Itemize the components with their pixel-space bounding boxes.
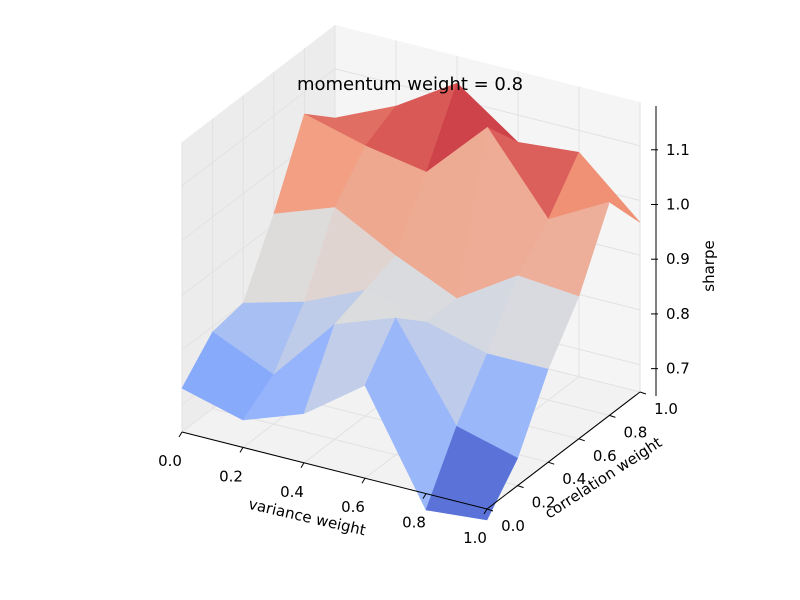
- x-tick-label: 0.2: [219, 467, 243, 485]
- y-tick-label: 0.8: [623, 423, 647, 441]
- y-tick: [609, 414, 616, 418]
- x-tick-label: 0.8: [402, 514, 426, 532]
- y-tick: [639, 391, 647, 395]
- surface-patch: [425, 426, 518, 521]
- y-axis-line: [486, 391, 641, 510]
- y-tick: [486, 508, 494, 512]
- y-tick-label: 0.4: [562, 470, 586, 488]
- tick-labels: 0.0 0.2 0.4 0.6 0.8 1.0 0.0 0.2 0.4 0.6 0.8 1.0 0.7 0…: [158, 141, 690, 547]
- x-tick-label: 0.4: [280, 483, 304, 501]
- x-tick: [178, 431, 183, 438]
- z-tick-label: 0.8: [666, 305, 690, 323]
- axis-lines: [178, 106, 658, 515]
- surface: [181, 82, 641, 521]
- y-tick: [517, 485, 524, 489]
- z-tick-label: 1.1: [666, 141, 690, 159]
- x-tick-label: 1.0: [463, 529, 487, 547]
- y-tick: [548, 461, 555, 465]
- chart-title: momentum weight = 0.8: [297, 74, 523, 95]
- x-tick: [300, 462, 305, 469]
- x-tick-label: 0.6: [341, 498, 365, 516]
- z-tick-label: 0.7: [666, 360, 690, 378]
- z-axis-label: sharpe: [700, 240, 718, 291]
- z-tick-label: 0.9: [666, 250, 690, 268]
- y-tick-label: 0.0: [501, 517, 525, 535]
- y-tick: [578, 438, 585, 442]
- y-tick-label: 1.0: [654, 400, 678, 418]
- y-tick-label: 0.6: [593, 447, 617, 465]
- x-tick-label: 0.0: [158, 452, 182, 470]
- x-tick: [361, 477, 366, 484]
- y-tick-label: 0.2: [532, 494, 556, 512]
- grid-line-z: [181, 68, 641, 187]
- z-tick-label: 1.0: [666, 195, 690, 213]
- x-tick: [422, 493, 427, 499]
- x-tick: [483, 508, 488, 515]
- x-axis-line: [181, 431, 488, 510]
- x-tick: [239, 447, 244, 453]
